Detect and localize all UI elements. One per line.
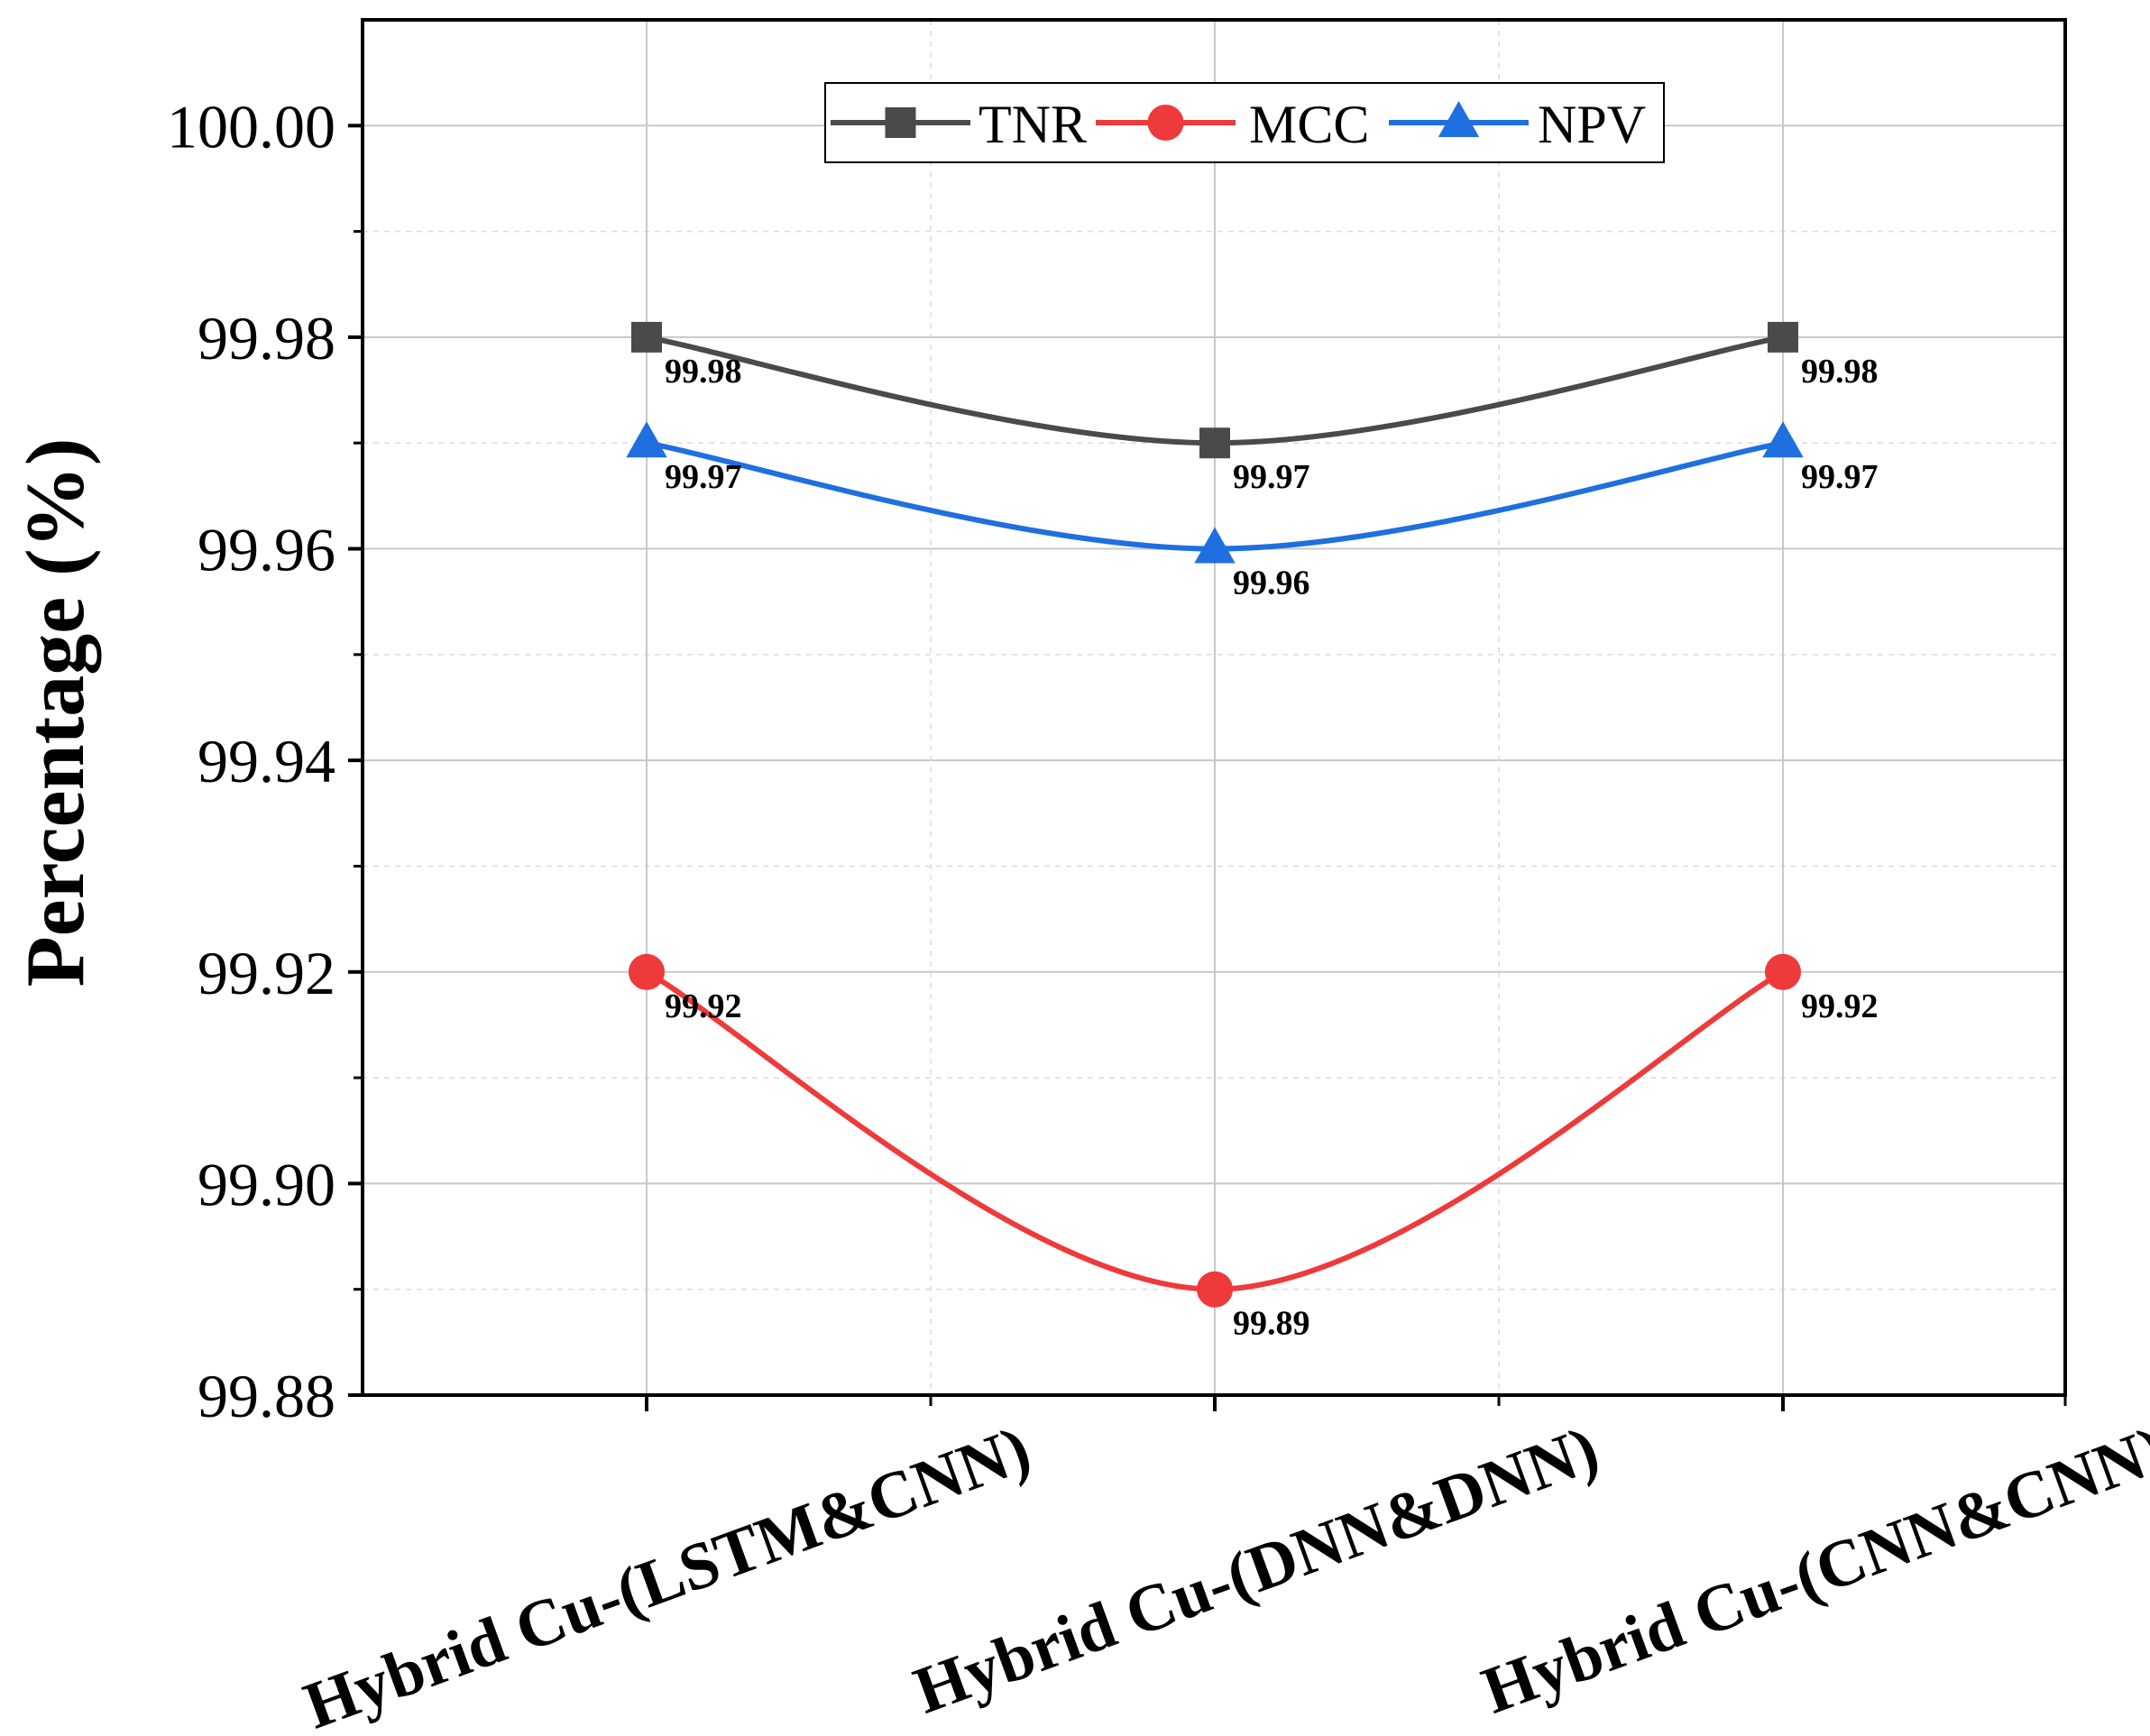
mcc-point xyxy=(1765,953,1801,990)
y-tick-label: 99.96 xyxy=(198,516,335,584)
tnr-data-label: 99.97 xyxy=(1233,458,1310,496)
legend-tnr-marker xyxy=(885,107,916,138)
series-lines xyxy=(626,321,1804,1308)
y-tick-label: 99.88 xyxy=(198,1362,335,1430)
npv-data-label: 99.97 xyxy=(1801,458,1879,496)
mcc-data-label: 99.89 xyxy=(1233,1305,1310,1343)
npv-point xyxy=(1194,527,1236,564)
npv-point xyxy=(626,421,667,458)
mcc-point xyxy=(1197,1271,1233,1308)
tnr-data-label: 99.98 xyxy=(665,353,742,390)
npv-data-label: 99.96 xyxy=(1233,565,1310,602)
npv-data-label: 99.97 xyxy=(665,458,742,496)
legend-npv-marker xyxy=(1438,100,1480,137)
y-tick-label: 99.90 xyxy=(198,1150,335,1218)
y-tick-label: 99.98 xyxy=(198,304,335,372)
legend-mcc-label: MCC xyxy=(1249,95,1369,154)
tnr-point xyxy=(631,321,662,353)
npv-point xyxy=(1762,421,1804,458)
legend-tnr-label: TNR xyxy=(979,95,1087,154)
data-labels: 99.98 99.97 99.98 99.92 99.89 99.92 99.97 99.96… xyxy=(665,353,1879,1343)
tnr-point xyxy=(1768,321,1798,353)
legend: TNR MCC NPV xyxy=(824,82,1665,163)
mcc-data-label: 99.92 xyxy=(1801,987,1879,1025)
y-tick-label: 99.92 xyxy=(198,939,335,1007)
tnr-point xyxy=(1199,427,1230,459)
y-tick-label: 100.00 xyxy=(167,92,335,161)
tnr-data-label: 99.98 xyxy=(1801,353,1879,390)
mcc-data-label: 99.92 xyxy=(665,987,742,1025)
legend-npv-label: NPV xyxy=(1538,95,1646,154)
y-axis-label: Percentage (%) xyxy=(9,438,101,987)
mcc-point xyxy=(629,953,665,990)
legend-mcc-marker xyxy=(1147,105,1184,141)
grid-lines xyxy=(363,20,2065,1396)
y-tick-label: 99.94 xyxy=(198,727,335,795)
